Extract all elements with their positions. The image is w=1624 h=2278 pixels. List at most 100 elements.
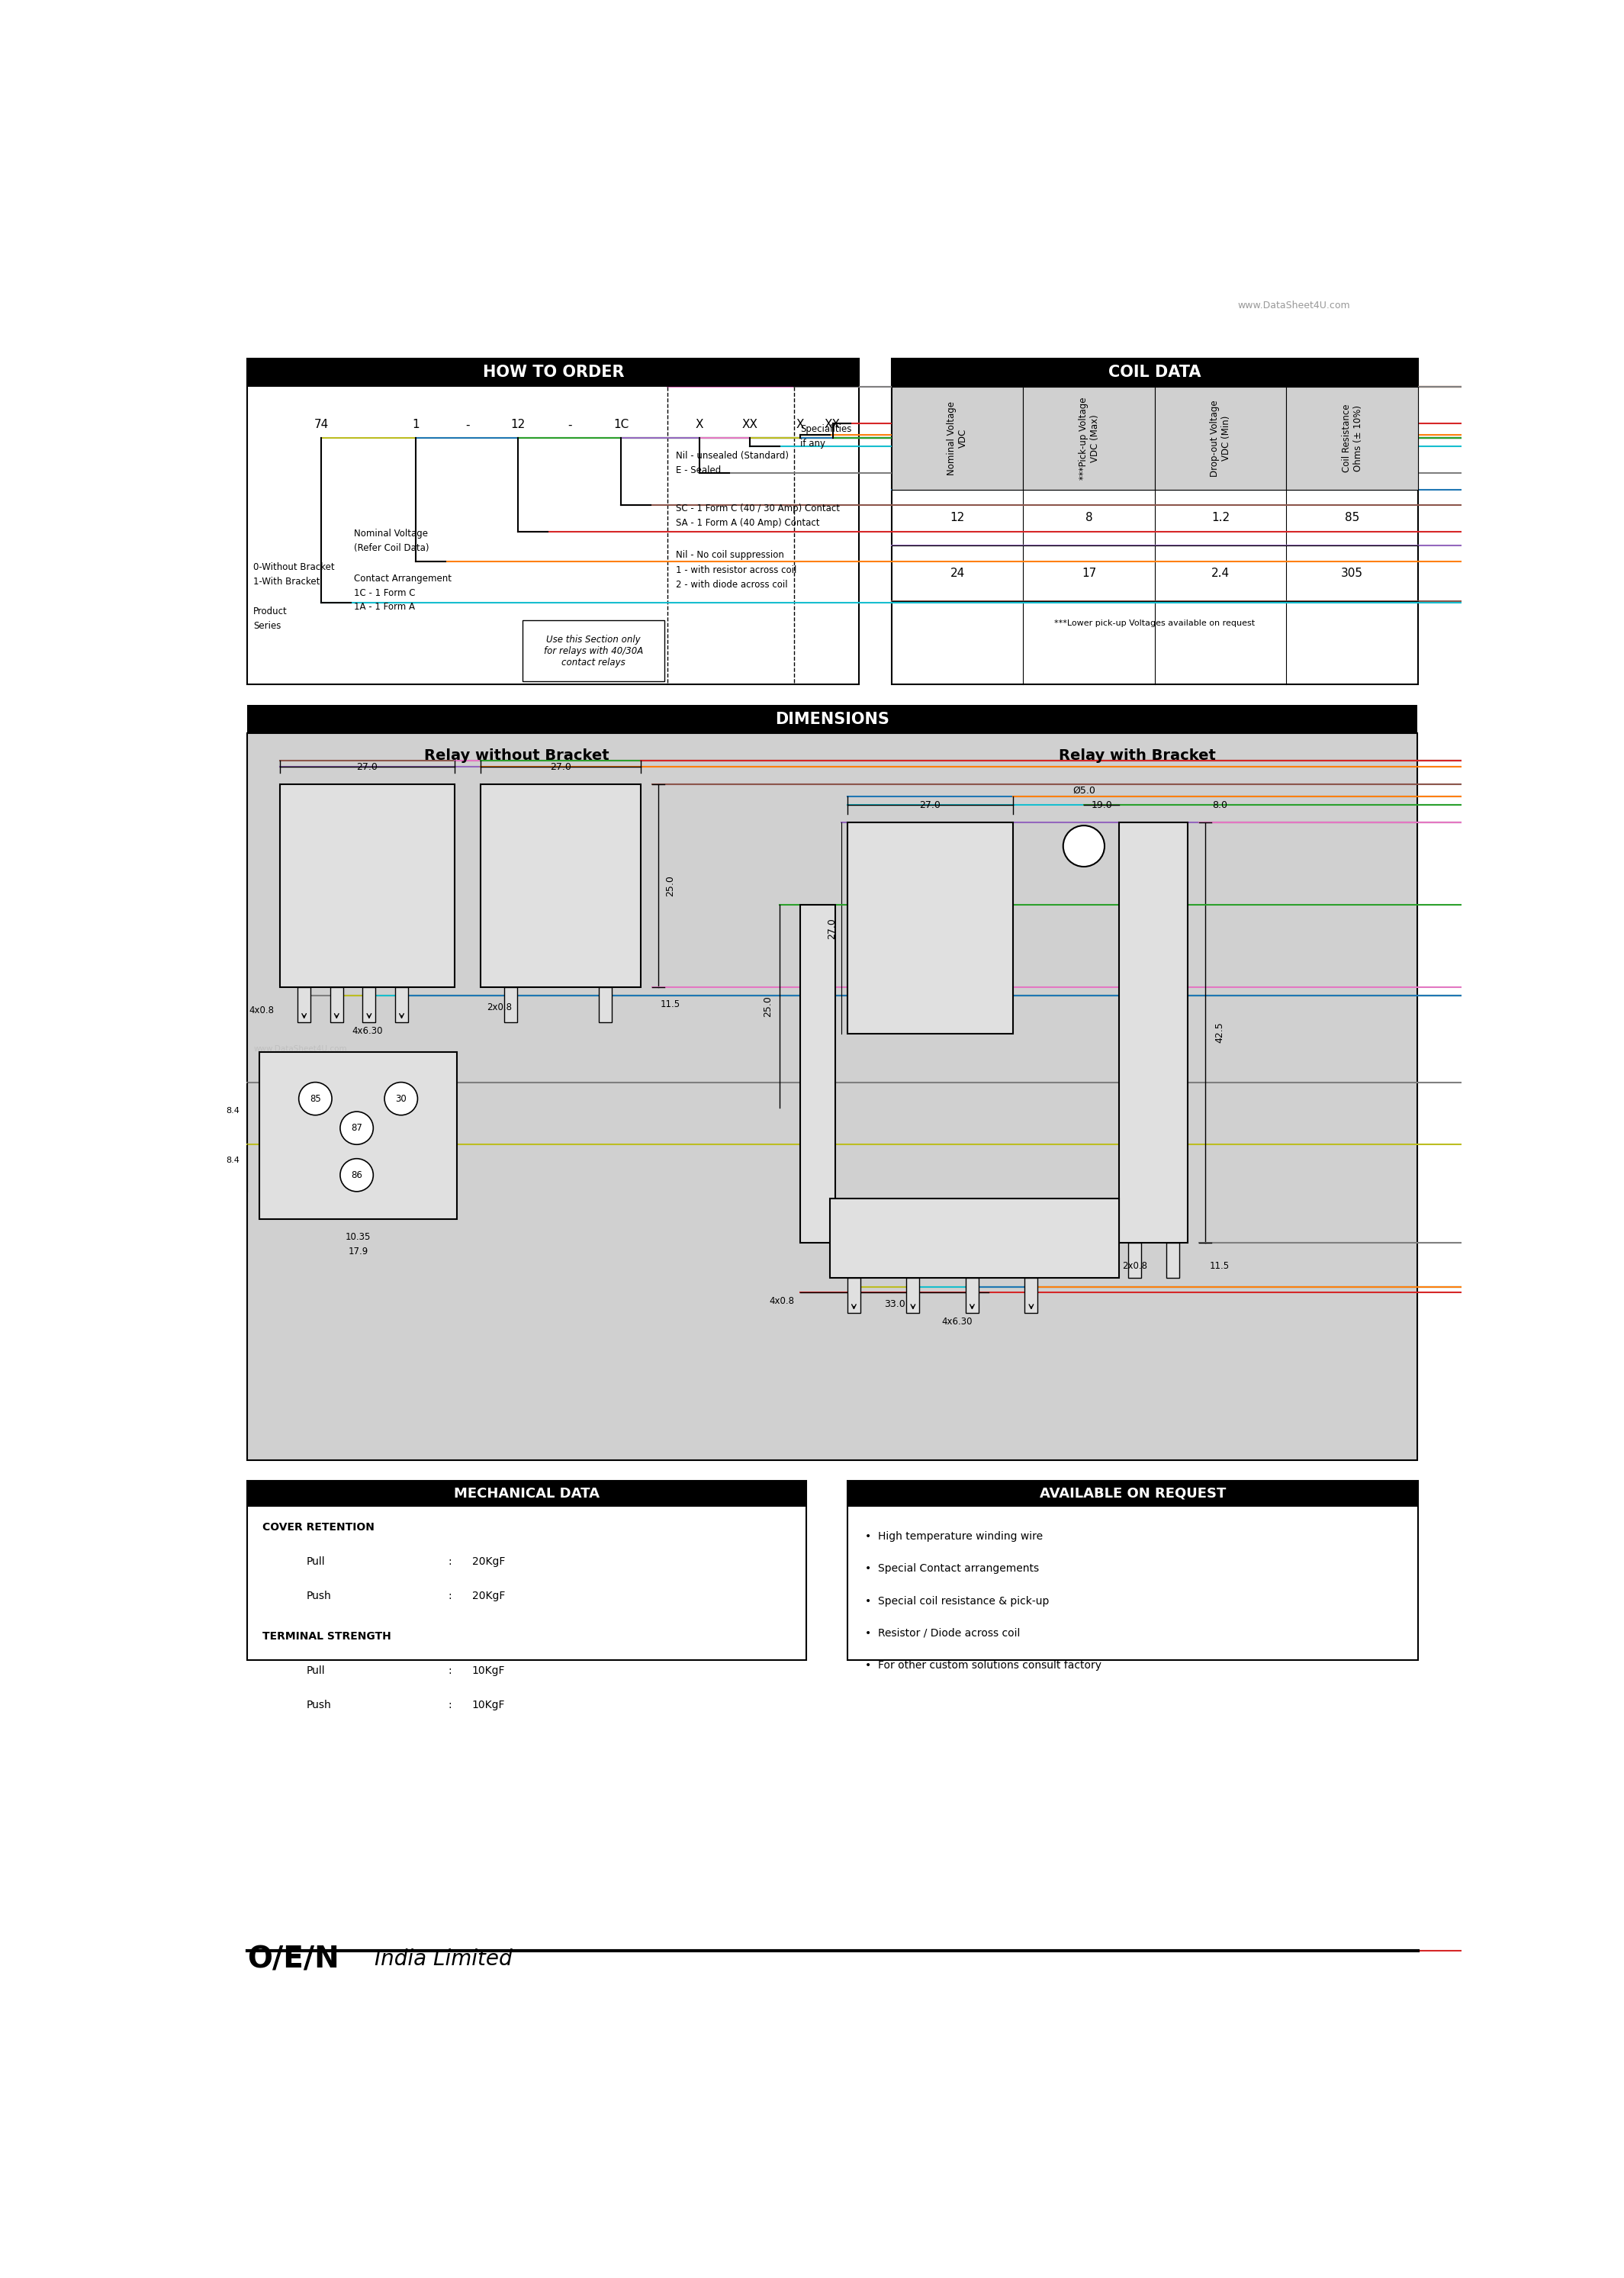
Bar (848, 1278, 861, 1312)
Text: Series: Series (253, 622, 281, 631)
Text: SC - 1 Form C (40 / 30 Amp) Contact: SC - 1 Form C (40 / 30 Amp) Contact (676, 503, 840, 513)
Text: E - Sealed: E - Sealed (676, 465, 721, 476)
Text: AVAILABLE ON REQUEST: AVAILABLE ON REQUEST (1039, 1488, 1226, 1501)
Text: 8.0: 8.0 (1212, 800, 1228, 811)
Text: 20KgF: 20KgF (473, 1556, 505, 1567)
Text: if any: if any (801, 440, 825, 449)
Bar (279, 784, 455, 986)
Text: 1C - 1 Form C: 1C - 1 Form C (354, 588, 416, 599)
Text: TERMINAL STRENGTH: TERMINAL STRENGTH (261, 1631, 391, 1642)
Bar (892, 358, 1418, 686)
Text: :: : (448, 1699, 451, 1711)
Text: Coil Resistance
Ohms (± 10%): Coil Resistance Ohms (± 10%) (1341, 403, 1363, 472)
Text: 17.9: 17.9 (348, 1246, 369, 1257)
Text: 27.0: 27.0 (551, 761, 572, 772)
Bar (848, 1481, 1418, 1661)
Text: 87: 87 (351, 1123, 362, 1132)
Text: Relay without Bracket: Relay without Bracket (424, 749, 609, 763)
Text: 85: 85 (1345, 513, 1359, 524)
Text: Drop-out Voltage
VDC (Min): Drop-out Voltage VDC (Min) (1210, 399, 1231, 476)
Text: -: - (567, 419, 572, 431)
Text: 12: 12 (512, 419, 526, 431)
Bar (966, 1278, 979, 1312)
Text: www.DataSheet4U.com: www.DataSheet4U.com (1237, 301, 1350, 310)
Bar (330, 986, 343, 1023)
Text: 2 - with diode across coil: 2 - with diode across coil (676, 579, 788, 590)
Text: •  Resistor / Diode across coil: • Resistor / Diode across coil (866, 1629, 1020, 1638)
Bar (1286, 387, 1418, 490)
Text: 85: 85 (310, 1093, 322, 1103)
Bar (247, 734, 1418, 1460)
Bar (906, 1278, 919, 1312)
Text: 1.2: 1.2 (1212, 513, 1229, 524)
Bar (801, 904, 836, 1242)
Text: 19.0: 19.0 (1091, 800, 1112, 811)
Circle shape (339, 1112, 374, 1144)
Text: 2.4: 2.4 (1212, 567, 1229, 579)
Text: XX: XX (825, 419, 841, 431)
Text: MECHANICAL DATA: MECHANICAL DATA (453, 1488, 599, 1501)
Text: COIL DATA: COIL DATA (1109, 364, 1202, 380)
Circle shape (339, 1160, 374, 1191)
Text: 2x0.8: 2x0.8 (1122, 1262, 1148, 1271)
Text: 4x0.8: 4x0.8 (248, 1005, 274, 1016)
Text: 30: 30 (395, 1093, 406, 1103)
Text: 1 - with resistor across coil: 1 - with resistor across coil (676, 565, 797, 574)
Text: Pull: Pull (307, 1556, 325, 1567)
Text: 305: 305 (1341, 567, 1363, 579)
Circle shape (1064, 825, 1104, 866)
Text: Pull: Pull (307, 1665, 325, 1677)
Text: 42.5: 42.5 (1215, 1023, 1224, 1043)
Text: Push: Push (307, 1699, 331, 1711)
Text: Nil - No coil suppression: Nil - No coil suppression (676, 551, 784, 560)
Circle shape (385, 1082, 417, 1116)
Text: www.DataSheet4U.com: www.DataSheet4U.com (253, 1046, 348, 1052)
Text: 10.35: 10.35 (346, 1232, 370, 1242)
Text: X: X (695, 419, 703, 431)
Bar (297, 986, 310, 1023)
Text: Contact Arrangement: Contact Arrangement (354, 574, 451, 583)
Text: •  Special Contact arrangements: • Special Contact arrangements (866, 1563, 1039, 1574)
Bar (481, 784, 640, 986)
Text: 25.0: 25.0 (763, 995, 773, 1016)
Bar (1025, 1278, 1038, 1312)
Bar (1129, 1242, 1142, 1278)
Text: Nominal Voltage: Nominal Voltage (354, 528, 427, 538)
Text: Use this Section only
for relays with 40/30A
contact relays: Use this Section only for relays with 40… (544, 633, 643, 667)
Bar (247, 358, 859, 686)
Text: 33.0: 33.0 (883, 1298, 905, 1310)
Bar (1166, 1242, 1179, 1278)
Text: 1-With Bracket: 1-With Bracket (253, 576, 320, 588)
Bar (1119, 822, 1187, 1242)
Text: X: X (796, 419, 804, 431)
Bar (247, 1481, 806, 1661)
Bar (260, 1052, 458, 1219)
Bar (395, 986, 408, 1023)
Text: •  High temperature winding wire: • High temperature winding wire (866, 1531, 1043, 1542)
Text: 4x6.30: 4x6.30 (942, 1317, 973, 1326)
Bar (362, 986, 375, 1023)
Text: 27.0: 27.0 (919, 800, 940, 811)
Bar (247, 706, 1418, 734)
Text: 10KgF: 10KgF (473, 1699, 505, 1711)
Text: COVER RETENTION: COVER RETENTION (261, 1522, 374, 1533)
Text: :: : (448, 1665, 451, 1677)
Text: 27.0: 27.0 (356, 761, 378, 772)
Bar (247, 358, 859, 387)
Text: Specialities: Specialities (801, 424, 851, 435)
Bar (848, 822, 1013, 1034)
Text: •  Special coil resistance & pick-up: • Special coil resistance & pick-up (866, 1595, 1049, 1606)
Bar (848, 1481, 1418, 1508)
Text: 20KgF: 20KgF (473, 1590, 505, 1601)
Text: 0-Without Bracket: 0-Without Bracket (253, 563, 335, 572)
Text: Ø5.0: Ø5.0 (1072, 786, 1095, 795)
Text: SA - 1 Form A (40 Amp) Contact: SA - 1 Form A (40 Amp) Contact (676, 517, 820, 528)
Text: 1C: 1C (614, 419, 628, 431)
Text: India Limited: India Limited (375, 1948, 512, 1970)
Text: 86: 86 (351, 1171, 362, 1180)
Text: 27.0: 27.0 (827, 918, 836, 939)
Text: Relay with Bracket: Relay with Bracket (1059, 749, 1216, 763)
Text: :: : (448, 1590, 451, 1601)
Text: O/E/N: O/E/N (247, 1945, 339, 1973)
Text: 24: 24 (950, 567, 965, 579)
